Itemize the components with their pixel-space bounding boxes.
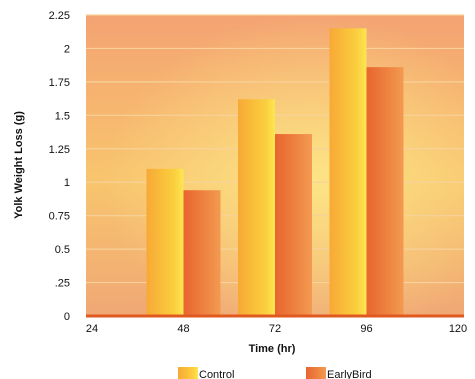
y-tick-labels: 0 .25 0.5 0.75 1 1.25 1.5 1.75 2 2.25	[49, 10, 70, 323]
x-tick-label: 48	[177, 323, 189, 335]
bars	[146, 28, 404, 316]
y-tick-label: 1.75	[49, 77, 70, 89]
y-tick-label: 1.5	[55, 110, 70, 122]
bar-control-96	[329, 28, 367, 316]
bar-control-72	[238, 99, 275, 316]
x-tick-label: 72	[269, 323, 281, 335]
y-tick-label: 0.5	[55, 244, 70, 256]
y-tick-label: 0	[64, 311, 70, 323]
legend: Control EarlyBird	[178, 367, 372, 379]
bar-earlybird-72	[275, 134, 312, 316]
y-tick-label: 0.75	[49, 211, 70, 223]
y-axis-title: Yolk Weight Loss (g)	[13, 111, 25, 219]
x-tick-label: 24	[86, 323, 98, 335]
y-tick-label: 1.25	[49, 144, 70, 156]
x-tick-label: 96	[360, 323, 372, 335]
bar-control-48	[146, 168, 184, 316]
y-tick-label: .25	[55, 278, 70, 290]
x-tick-label: 120	[449, 323, 467, 335]
bar-earlybird-96	[366, 67, 404, 316]
y-tick-label: 1	[64, 177, 70, 189]
x-axis-title: Time (hr)	[249, 343, 296, 355]
y-tick-label: 2.25	[49, 10, 70, 22]
legend-label-control: Control	[199, 369, 234, 379]
bar-earlybird-48	[183, 190, 221, 316]
legend-label-earlybird: EarlyBird	[327, 369, 372, 379]
legend-swatch-control	[178, 367, 198, 379]
y-tick-label: 2	[64, 43, 70, 55]
legend-swatch-earlybird	[306, 367, 326, 379]
x-tick-labels: 24 48 72 96 120	[86, 323, 467, 335]
